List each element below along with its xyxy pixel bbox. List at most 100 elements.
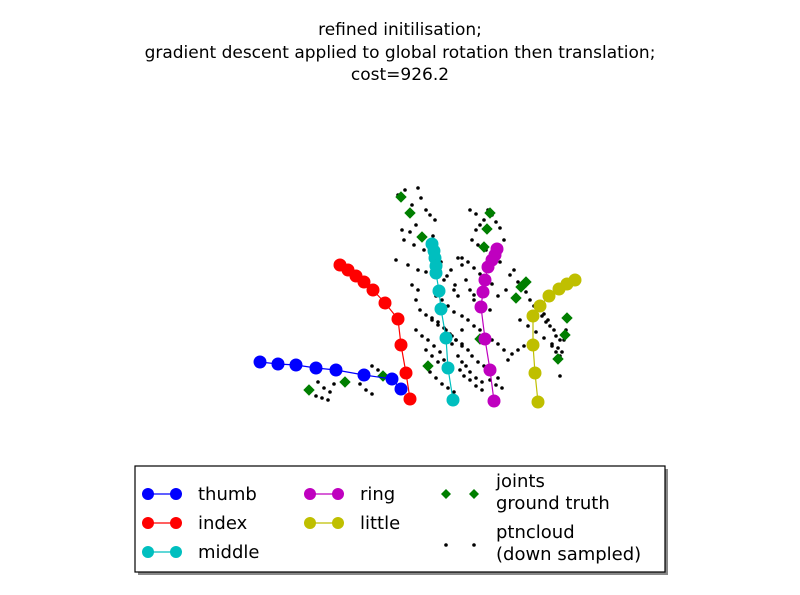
title-line-1: refined initilisation;: [318, 20, 482, 40]
pointcloud-dot: [419, 196, 423, 200]
pointcloud-dot: [504, 288, 508, 292]
pointcloud-dot: [474, 384, 478, 388]
legend-label: middle: [198, 542, 259, 563]
little-point: [526, 338, 540, 352]
pointcloud-dot: [556, 346, 560, 350]
pointcloud-dot: [449, 268, 453, 272]
pointcloud-dot: [522, 344, 526, 348]
legend-marker: [142, 546, 154, 558]
thumb-point: [394, 382, 408, 396]
pointcloud-dot: [552, 328, 556, 332]
pointcloud-dot: [560, 350, 564, 354]
pointcloud-dot: [403, 188, 407, 192]
series-thumb: [253, 355, 408, 396]
thumb-point: [357, 368, 371, 382]
pointcloud-dot: [542, 336, 546, 340]
pointcloud-dot: [482, 218, 486, 222]
pointcloud-dot: [316, 380, 320, 384]
pointcloud-dot: [452, 288, 456, 292]
ground-truth-joint: [510, 292, 522, 304]
index-point: [403, 392, 417, 406]
legend-marker: [444, 543, 448, 547]
pointcloud-dot: [402, 238, 406, 242]
pointcloud-dot: [474, 212, 478, 216]
pointcloud-dot: [414, 328, 418, 332]
pointcloud-dot: [430, 354, 434, 358]
series-ring: [474, 242, 504, 408]
ring-point: [474, 300, 488, 314]
legend-entry-ptncloud-down-sampled: ptncloud(down sampled): [444, 522, 641, 565]
legend-marker: [441, 489, 451, 499]
pointcloud-dot: [394, 258, 398, 262]
pointcloud-dot: [436, 320, 440, 324]
ground-truth-joint: [520, 276, 532, 288]
pointcloud-dot: [328, 390, 332, 394]
pointcloud-dot: [453, 283, 457, 287]
little-point: [528, 366, 542, 380]
middle-point: [446, 393, 460, 407]
pointcloud-dot: [474, 376, 478, 380]
pointcloud-dot: [410, 203, 414, 207]
pointcloud-dot: [554, 350, 558, 354]
pointcloud-dot: [488, 308, 492, 312]
pointcloud-dot: [440, 382, 444, 386]
series-joints-ground-truth: [303, 191, 573, 396]
pointcloud-dot: [436, 323, 440, 327]
pointcloud-dot: [516, 280, 520, 284]
pointcloud-dot: [424, 348, 428, 352]
middle-point: [439, 331, 453, 345]
legend-label: thumb: [198, 484, 257, 505]
pointcloud-dot: [434, 376, 438, 380]
pointcloud-dot: [498, 226, 502, 230]
legend-frame: [134, 465, 666, 573]
pointcloud-dot: [422, 248, 426, 252]
legend-label: ground truth: [496, 493, 610, 514]
pointcloud-dot: [470, 238, 474, 242]
ring-point: [478, 273, 492, 287]
pointcloud-dot: [558, 338, 562, 342]
pointcloud-dot: [526, 324, 530, 328]
pointcloud-dot: [436, 360, 440, 364]
ground-truth-joint: [559, 329, 571, 341]
pointcloud-dot: [466, 318, 470, 322]
pointcloud-dot: [438, 350, 442, 354]
pointcloud-dot: [430, 316, 434, 320]
pointcloud-dot: [358, 382, 362, 386]
legend-marker: [170, 546, 182, 558]
pointcloud-dot: [460, 256, 464, 260]
pointcloud-dot: [546, 318, 550, 322]
pointcloud-dot: [450, 342, 454, 346]
ground-truth-joint: [478, 241, 490, 253]
pointcloud-dot: [542, 312, 546, 316]
pointcloud-dot: [456, 256, 460, 260]
pointcloud-dot: [462, 374, 466, 378]
legend-label: joints: [495, 471, 545, 492]
legend-marker: [469, 489, 479, 499]
index-point: [357, 275, 371, 289]
pointcloud-dot: [416, 288, 420, 292]
middle-point: [441, 361, 455, 375]
pointcloud-dot: [502, 238, 506, 242]
pointcloud-dot: [320, 396, 324, 400]
pointcloud-dot: [494, 220, 498, 224]
pointcloud-dot: [446, 386, 450, 390]
legend-marker: [332, 488, 344, 500]
pointcloud-dot: [554, 334, 558, 338]
ground-truth-joint: [404, 207, 416, 219]
pointcloud-dot: [478, 223, 482, 227]
pointcloud-dot: [414, 298, 418, 302]
pointcloud-dot: [400, 228, 404, 232]
pointcloud-dot: [548, 324, 552, 328]
pointcloud-dot: [468, 288, 472, 292]
pointcloud-dot: [490, 282, 494, 286]
ground-truth-joint: [484, 207, 496, 219]
pointcloud-dot: [326, 398, 330, 402]
pointcloud-dot: [410, 283, 414, 287]
thumb-point: [309, 361, 323, 375]
pointcloud-dot: [332, 382, 336, 386]
legend-marker: [170, 488, 182, 500]
pointcloud-dot: [506, 358, 510, 362]
middle-point: [434, 302, 448, 316]
